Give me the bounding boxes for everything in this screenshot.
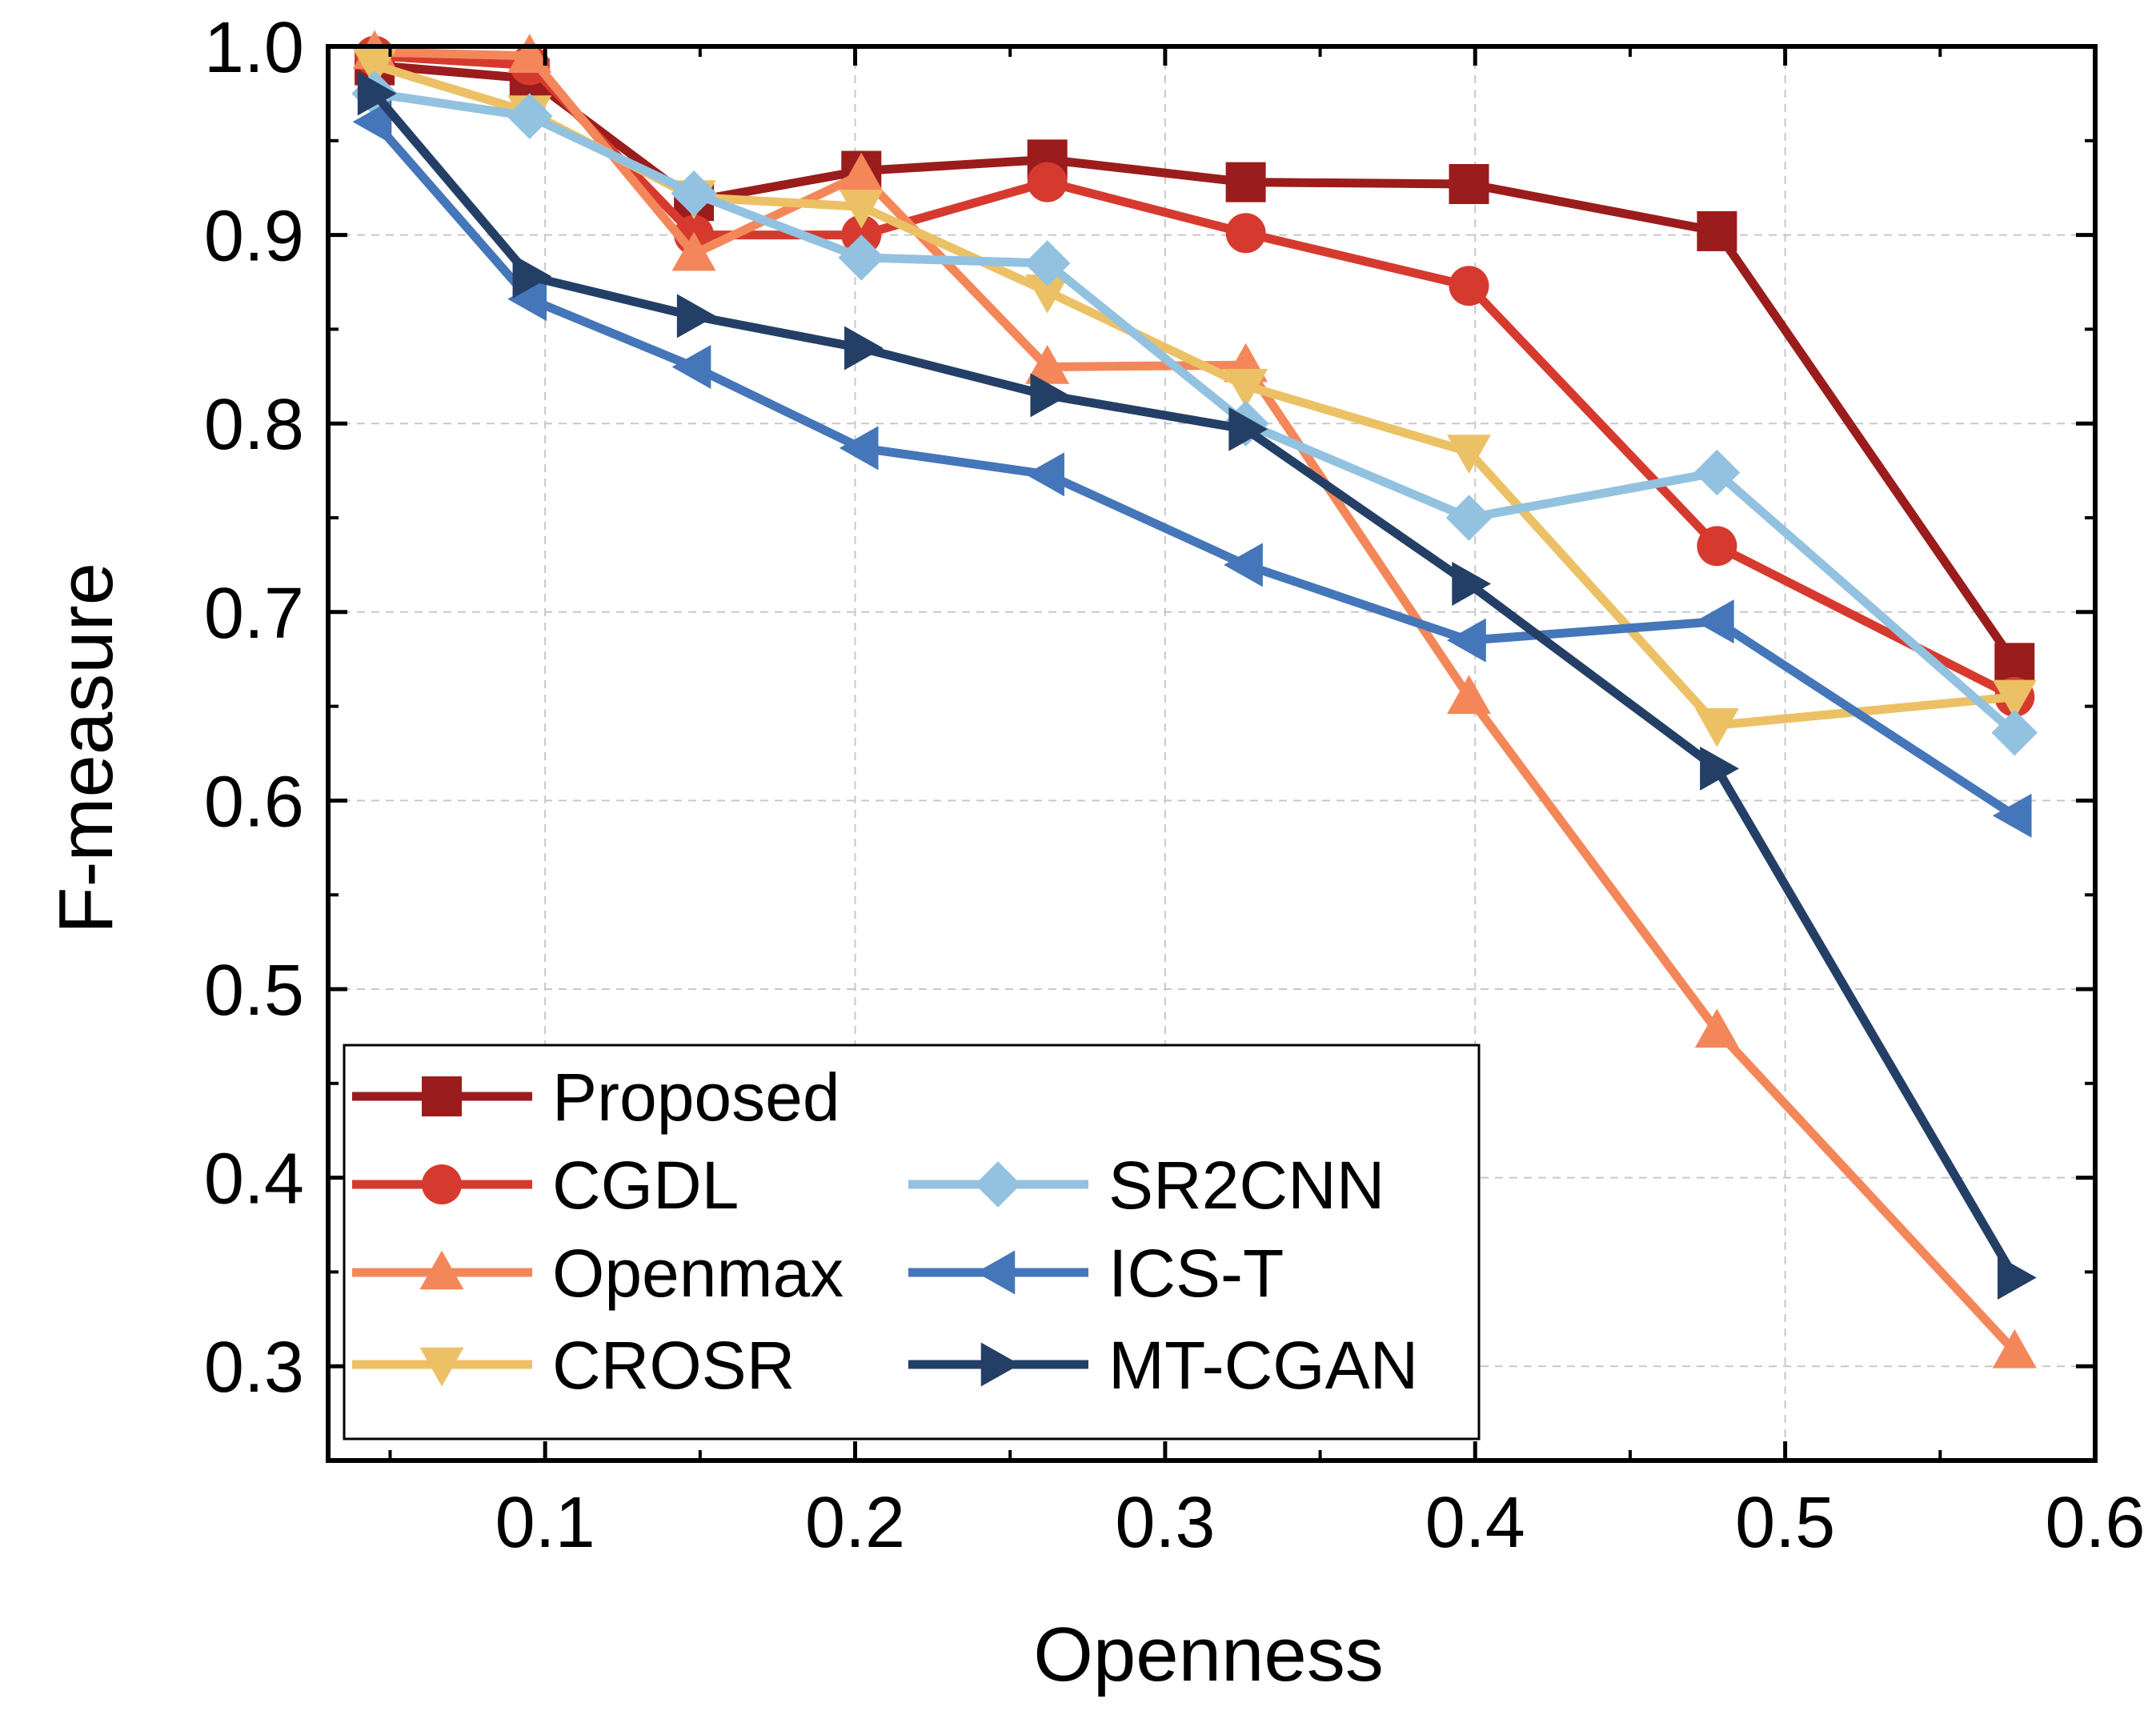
y-tick-label: 0.8	[204, 385, 304, 465]
x-tick-label: 0.6	[2045, 1483, 2145, 1563]
data-point-ics-t	[507, 277, 547, 322]
data-point-proposed	[1449, 163, 1489, 204]
data-point-cgdl	[1697, 526, 1737, 567]
data-point-sr2cnn	[1693, 449, 1741, 496]
data-point-openmax	[1992, 1328, 2037, 1368]
legend-label-cgdl: CGDL	[552, 1148, 739, 1223]
legend-label-mt-cgan: MT-CGAN	[1108, 1328, 1418, 1403]
legend-label-proposed: Proposed	[552, 1060, 840, 1135]
data-point-crosr	[1025, 274, 1070, 314]
data-point-mt-cgan	[1452, 561, 1492, 606]
data-point-openmax	[671, 231, 716, 271]
data-point-cgdl	[1449, 266, 1489, 307]
legend-entry-sr2cnn: SR2CNN	[908, 1148, 1385, 1223]
data-point-ics-t	[671, 345, 711, 390]
y-tick-label: 0.6	[204, 762, 304, 842]
data-point-mt-cgan	[357, 71, 397, 116]
data-point-crosr	[1224, 368, 1268, 408]
data-point-sr2cnn	[838, 234, 885, 281]
data-point-cgdl	[1027, 162, 1068, 202]
legend-label-ics-t: ICS-T	[1108, 1236, 1284, 1311]
x-tick-label: 0.3	[1115, 1483, 1215, 1563]
legend-box	[343, 1044, 1481, 1440]
data-point-openmax	[1025, 345, 1070, 384]
x-tick-label: 0.1	[495, 1483, 595, 1563]
data-point-ics-t	[1447, 618, 1486, 663]
legend-entry-ics-t: ICS-T	[908, 1236, 1284, 1311]
data-point-openmax	[507, 34, 552, 74]
legend-entry-mt-cgan: MT-CGAN	[908, 1328, 1418, 1403]
y-tick-label: 0.9	[204, 197, 304, 277]
series-lines	[351, 30, 2038, 1368]
data-point-crosr	[1447, 435, 1492, 475]
data-point-mt-cgan	[676, 294, 716, 339]
legend-entry-proposed: Proposed	[352, 1060, 840, 1135]
series-openmax	[352, 30, 2037, 1368]
y-tick-label: 0.5	[204, 951, 304, 1031]
plot-frame	[326, 44, 2098, 1463]
y-tick-label: 0.4	[204, 1140, 304, 1220]
data-point-openmax	[1447, 675, 1492, 715]
y-tick-label: 0.3	[204, 1328, 304, 1408]
y-tick-label: 1.0	[204, 8, 304, 88]
legend-entry-crosr: CROSR	[352, 1328, 795, 1403]
legend-swatch-marker	[419, 1250, 464, 1290]
y-axis-title: F-measure	[43, 563, 129, 934]
data-point-crosr	[1992, 679, 2037, 719]
legend-entry-openmax: Openmax	[352, 1236, 844, 1311]
data-point-sr2cnn	[1445, 495, 1493, 541]
data-point-sr2cnn	[1024, 240, 1071, 286]
data-point-ics-t	[839, 426, 879, 471]
data-point-ics-t	[1694, 599, 1734, 644]
data-point-ics-t	[1224, 543, 1263, 587]
legend: Proposed CGDL Openmax CROSR SR2CNN ICS-T MT-CG…	[343, 1044, 1481, 1440]
data-point-crosr	[839, 190, 884, 229]
data-point-sr2cnn	[1991, 709, 2038, 756]
data-point-mt-cgan	[1228, 407, 1268, 451]
x-tick-label: 0.2	[805, 1483, 905, 1563]
data-point-mt-cgan	[1998, 1255, 2037, 1300]
data-point-ics-t	[1992, 793, 2032, 838]
legend-swatch-marker	[422, 1076, 462, 1116]
data-point-mt-cgan	[512, 254, 552, 299]
data-point-crosr	[1694, 707, 1739, 747]
data-point-proposed	[1697, 210, 1737, 251]
data-point-proposed	[1994, 643, 2035, 683]
legend-swatch-marker	[422, 1164, 462, 1204]
x-tick-label: 0.5	[1735, 1483, 1835, 1563]
axis-ticks: 0.3 0.4 0.5 0.6 0.7 0.8 0.9 1.0 0.1 0.2 0.3 0.4 0.5 0…	[204, 8, 2146, 1563]
legend-label-crosr: CROSR	[552, 1328, 795, 1403]
x-tick-label: 0.4	[1425, 1483, 1525, 1563]
data-point-sr2cnn	[507, 93, 553, 139]
data-point-cgdl	[1225, 213, 1266, 254]
legend-swatch-marker	[419, 1347, 464, 1387]
legend-entry-cgdl: CGDL	[352, 1148, 739, 1223]
data-point-openmax	[1694, 1008, 1739, 1048]
data-point-proposed	[1225, 162, 1266, 202]
legend-swatch-marker	[976, 1250, 1016, 1295]
legend-label-openmax: Openmax	[552, 1236, 844, 1311]
y-tick-label: 0.7	[204, 574, 304, 654]
data-point-sr2cnn	[671, 170, 717, 217]
series-mt-cgan	[357, 71, 2037, 1300]
legend-swatch-marker	[980, 1342, 1020, 1387]
data-point-openmax	[839, 152, 884, 192]
data-point-mt-cgan	[1700, 746, 1739, 791]
legend-swatch-marker	[975, 1161, 1021, 1208]
data-point-mt-cgan	[844, 326, 884, 371]
data-point-mt-cgan	[1030, 373, 1070, 418]
x-axis-title: Openness	[1033, 1612, 1384, 1697]
legend-label-sr2cnn: SR2CNN	[1108, 1148, 1385, 1223]
data-point-crosr	[352, 48, 397, 88]
data-point-ics-t	[1025, 452, 1064, 497]
data-point-ics-t	[352, 99, 392, 144]
series-ics-t	[352, 99, 2032, 838]
